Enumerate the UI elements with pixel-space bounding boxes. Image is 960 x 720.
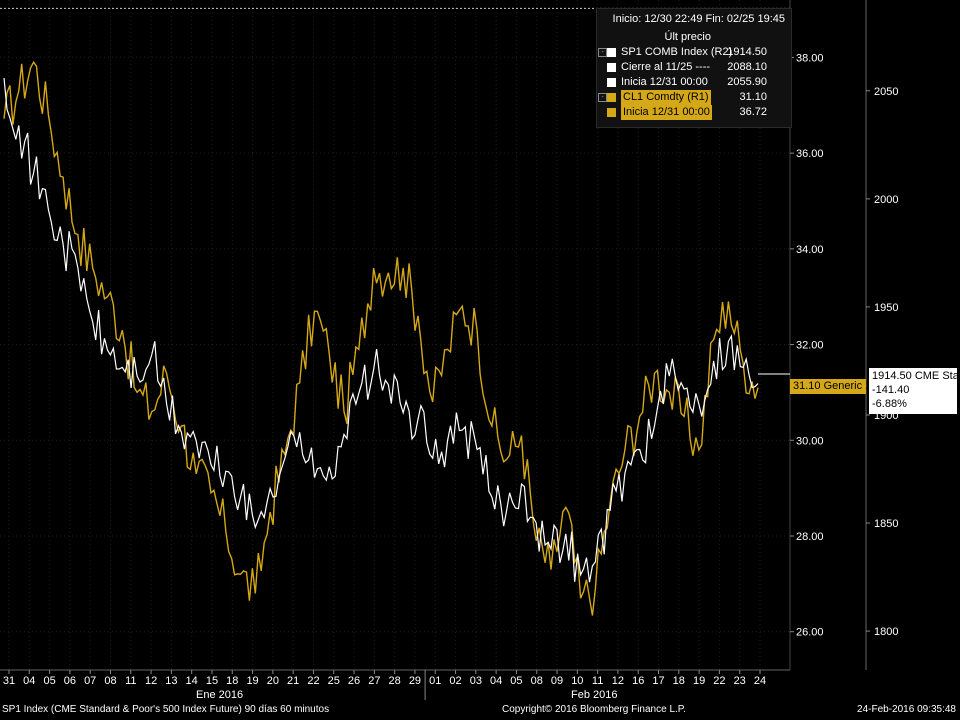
legend-swatch (607, 108, 616, 117)
legend-row: Cierre al 11/25 ---- 2088.10 (597, 60, 791, 75)
x-tick-label: 07 (84, 675, 96, 687)
legend-value: 2055.90 (727, 76, 767, 88)
x-tick-label: 04 (23, 675, 35, 687)
right-tick-label: 2050 (874, 86, 898, 98)
x-tick-label: 19 (246, 675, 258, 687)
legend-rows: - SP1 COMB Index (R2) 1914.50 Cierre al 11/… (597, 45, 791, 120)
x-tick-label: 19 (693, 675, 705, 687)
footer-copyright: Copyright© 2016 Bloomberg Finance L.P. (502, 704, 686, 715)
legend-row: - CL1 Comdty (R1) 31.10 (597, 90, 791, 105)
footer-timestamp: 24-Feb-2016 09:35:48 (857, 704, 956, 715)
x-tick-label: 18 (673, 675, 685, 687)
x-tick-label: 15 (206, 675, 218, 687)
legend-header: Últ precio (664, 31, 711, 43)
x-tick-label: 13 (165, 675, 177, 687)
legend-label: CL1 Comdty (R1) (621, 90, 711, 105)
x-tick-label: 06 (64, 675, 76, 687)
collapse-toggle-icon[interactable]: - (598, 93, 607, 102)
x-tick-label: 27 (368, 675, 380, 687)
sp1-net-change: -141.40 (872, 384, 910, 396)
x-tick-label: 01 (429, 675, 441, 687)
left-tick-label: 36.00 (796, 148, 824, 160)
x-tick-label: 16 (632, 675, 644, 687)
right-tick-label: 1800 (874, 626, 898, 638)
x-tick-label: 26 (348, 675, 360, 687)
x-tick-label: 11 (592, 675, 603, 687)
legend-value: 2088.10 (727, 61, 767, 73)
left-tick-label: 28.00 (796, 531, 824, 543)
x-tick-label: 04 (490, 675, 502, 687)
legend-box: Inicio: 12/30 22:49 Fin: 02/25 19:45 Últ… (596, 8, 792, 128)
right-tick-label: 2000 (874, 194, 898, 206)
x-tick-label: 12 (145, 675, 157, 687)
right-tick-label: 1950 (874, 302, 898, 314)
cl1-last-value-tag: 31.10 Generic 1 (790, 379, 871, 394)
legend-row: Inicia 12/31 00:00 36.72 (597, 105, 791, 120)
sp1-last-price: 1914.50 CME Stand (872, 370, 960, 382)
x-tick-label: 21 (287, 675, 299, 687)
x-tick-label: 11 (125, 675, 136, 687)
legend-label: SP1 COMB Index (R2) (621, 46, 733, 58)
x-tick-label: 17 (652, 675, 664, 687)
legend-row: - SP1 COMB Index (R2) 1914.50 (597, 45, 791, 60)
sp1-pct-change: -6.88% (872, 398, 907, 410)
left-tick-label: 34.00 (796, 244, 824, 256)
legend-label: Inicia 12/31 00:00 (621, 76, 708, 88)
collapse-toggle-icon[interactable]: - (598, 48, 607, 57)
legend-swatch (607, 48, 616, 57)
legend-row: Inicia 12/31 00:00 2055.90 (597, 75, 791, 90)
x-axis-ticks: 31 04 05 06 07 08 11 12 13 14 15 18 19 20 21 22 25 26 27 28… (3, 670, 766, 700)
x-tick-label: 03 (470, 675, 482, 687)
legend-label: Cierre al 11/25 ---- (621, 61, 711, 73)
x-tick-label: 09 (551, 675, 563, 687)
series-line-sp1 (3, 77, 759, 583)
legend-swatch (607, 78, 616, 87)
x-tick-label: 12 (612, 675, 624, 687)
x-tick-label: 29 (409, 675, 421, 687)
left-axis-ticks: 26.00 28.00 30.00 32.00 34.00 36.00 38.00 (790, 52, 824, 639)
x-tick-label: 05 (43, 675, 55, 687)
legend-value: 36.72 (739, 106, 767, 118)
legend-label: Inicia 12/31 00:00 (621, 105, 712, 120)
x-tick-label: 10 (571, 675, 583, 687)
month-label-jan: Ene 2016 (196, 689, 244, 701)
x-tick-label: 08 (531, 675, 543, 687)
left-tick-label: 38.00 (796, 52, 824, 64)
left-tick-label: 30.00 (796, 435, 824, 447)
series-line-cl1 (3, 60, 759, 616)
x-tick-label: 25 (328, 675, 340, 687)
x-tick-label: 24 (754, 675, 766, 687)
x-tick-label: 31 (3, 675, 15, 687)
x-tick-label: 20 (267, 675, 279, 687)
left-tick-label: 26.00 (796, 627, 824, 639)
legend-value: 1914.50 (727, 46, 767, 58)
legend-value: 31.10 (739, 91, 767, 103)
x-tick-label: 08 (104, 675, 116, 687)
legend-swatch (607, 63, 616, 72)
legend-range: Inicio: 12/30 22:49 Fin: 02/25 19:45 (612, 13, 785, 25)
x-tick-label: 05 (510, 675, 522, 687)
month-label-feb: Feb 2016 (571, 689, 618, 701)
x-tick-label: 18 (226, 675, 238, 687)
x-tick-label: 23 (734, 675, 746, 687)
x-tick-label: 14 (186, 675, 198, 687)
x-tick-label: 22 (307, 675, 319, 687)
sp1-last-value-tag: 1914.50 CME Stand -141.40 -6.88% (869, 368, 960, 414)
left-tick-label: 32.00 (796, 340, 824, 352)
legend-swatch (607, 93, 616, 102)
x-tick-label: 22 (713, 675, 725, 687)
x-tick-label: 28 (389, 675, 401, 687)
x-tick-label: 02 (449, 675, 461, 687)
footer-description: SP1 Index (CME Standard & Poor's 500 Ind… (2, 704, 330, 715)
right-tick-label: 1850 (874, 518, 898, 530)
